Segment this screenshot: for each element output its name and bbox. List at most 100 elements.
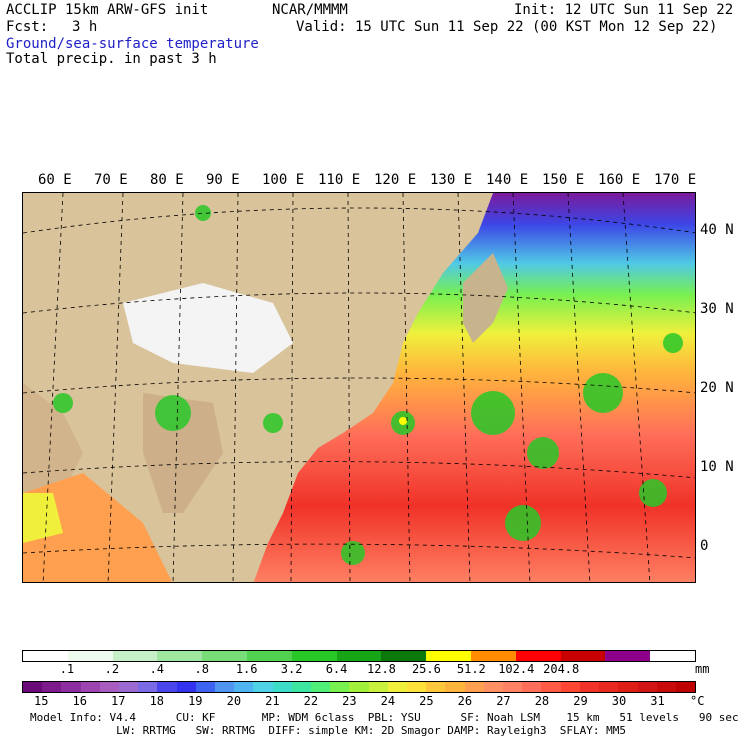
- longitude-label: 120 E: [374, 172, 417, 188]
- colorbar-cell: [426, 651, 471, 661]
- colorbar-cell: [195, 682, 216, 692]
- colorbar-tick-label: 22: [303, 694, 319, 708]
- colorbar-cell: [119, 682, 139, 692]
- colorbar-tick-label: 27: [496, 694, 511, 708]
- colorbar-cell: [157, 682, 177, 692]
- latitude-label: 40 N: [700, 222, 734, 238]
- colorbar-cell: [23, 682, 43, 692]
- colorbar-cell: [330, 682, 350, 692]
- colorbar-cell: [637, 682, 657, 692]
- colorbar-cell: [381, 651, 427, 661]
- longitude-label: 70 E: [94, 172, 128, 188]
- indian-ocean: [23, 473, 173, 582]
- latitude-label: 20 N: [700, 380, 734, 396]
- colorbar-cell: [618, 682, 638, 692]
- longitude-label: 140 E: [486, 172, 529, 188]
- colorbar-cell: [202, 651, 247, 661]
- colorbar-cell: [291, 651, 337, 661]
- colorbar-cell: [650, 651, 695, 661]
- colorbar-cell: [560, 682, 580, 692]
- colorbar-cell: [483, 682, 504, 692]
- colorbar-cell: [138, 682, 158, 692]
- colorbar-cell: [599, 682, 619, 692]
- colorbar-cell: [80, 682, 100, 692]
- colorbar-cell: [605, 651, 651, 661]
- colorbar-cell: [579, 682, 600, 692]
- longitude-label: 110 E: [318, 172, 361, 188]
- colorbar-tick-label: 30: [611, 694, 627, 708]
- colorbar-cell: [336, 651, 382, 661]
- colorbar-cell: [215, 682, 235, 692]
- colorbar-cell: [311, 682, 331, 692]
- typhoon-core: [399, 417, 407, 425]
- colorbar-cell: [272, 682, 292, 692]
- colorbar-cell: [541, 682, 561, 692]
- longitude-label: 130 E: [430, 172, 473, 188]
- weather-map: [22, 192, 696, 583]
- colorbar-cell: [464, 682, 484, 692]
- field-precip: Total precip. in past 3 h: [6, 51, 217, 67]
- organization-label: NCAR/MMMM: [272, 2, 348, 18]
- colorbar-cell: [42, 682, 62, 692]
- colorbar-cell: [253, 682, 273, 692]
- colorbar-tick-label: 20: [226, 694, 242, 708]
- colorbar-tick-label: 21: [265, 694, 280, 708]
- colorbar-cell: [656, 682, 676, 692]
- colorbar-cell: [515, 651, 561, 661]
- longitude-label: 80 E: [150, 172, 184, 188]
- colorbar-cell: [176, 682, 196, 692]
- colorbar-tick-label: 25: [419, 694, 434, 708]
- temperature-unit: °C: [690, 694, 705, 708]
- colorbar-cell: [470, 651, 516, 661]
- model-info-line2: LW: RRTMG SW: RRTMG DIFF: simple KM: 2D …: [30, 724, 627, 737]
- colorbar-cell: [67, 651, 113, 661]
- colorbar-tick-label: 26: [457, 694, 473, 708]
- colorbar-tick-label: 16: [72, 694, 87, 708]
- colorbar-cell: [246, 651, 292, 661]
- colorbar-cell: [291, 682, 312, 692]
- colorbar-tick-label: 31: [650, 694, 665, 708]
- latitude-label: 30 N: [700, 301, 734, 317]
- colorbar-tick-label: 17: [111, 694, 126, 708]
- colorbar-cell: [387, 682, 408, 692]
- colorbar-tick-label: .8: [194, 662, 209, 676]
- longitude-label: 60 E: [38, 172, 72, 188]
- colorbar-tick-label: 28: [534, 694, 550, 708]
- colorbar-cell: [407, 682, 427, 692]
- graticule: [23, 193, 695, 582]
- colorbar-tick-label: .4: [149, 662, 165, 676]
- colorbar-cell: [61, 682, 81, 692]
- longitude-label: 170 E: [654, 172, 697, 188]
- japan-landmass: [463, 253, 508, 343]
- precip-colorbar: [22, 650, 696, 662]
- colorbar-tick-label: 102.4: [498, 662, 535, 676]
- colorbar-tick-label: 3.2: [280, 662, 303, 676]
- colorbar-tick-label: 204.8: [543, 662, 580, 676]
- longitude-label: 100 E: [262, 172, 305, 188]
- map-canvas: [23, 193, 695, 582]
- colorbar-tick-label: 18: [149, 694, 165, 708]
- forecast-label: Fcst:: [6, 19, 49, 35]
- colorbar-tick-label: 23: [342, 694, 357, 708]
- colorbar-cell: [426, 682, 446, 692]
- colorbar-cell: [675, 682, 696, 692]
- model-info-line1: Model Info: V4.4 CU: KF MP: WDM 6class P…: [30, 711, 739, 724]
- colorbar-tick-label: 1.6: [235, 662, 258, 676]
- colorbar-cell: [112, 651, 158, 661]
- precip-unit: mm: [695, 662, 710, 676]
- colorbar-cell: [560, 651, 606, 661]
- colorbar-cell: [368, 682, 388, 692]
- colorbar-cell: [522, 682, 542, 692]
- colorbar-cell: [99, 682, 120, 692]
- colorbar-cell: [503, 682, 523, 692]
- latitude-label: 0: [700, 538, 709, 554]
- longitude-label: 150 E: [542, 172, 585, 188]
- colorbar-tick-label: 51.2: [456, 662, 486, 676]
- asia-landmass: [23, 193, 493, 582]
- temperature-colorbar: [22, 681, 696, 693]
- precip-patches: [53, 205, 683, 565]
- field-ground-temp: Ground/sea-surface temperature: [6, 36, 259, 52]
- colorbar-tick-label: 29: [573, 694, 588, 708]
- colorbar-tick-label: 25.6: [411, 662, 441, 676]
- longitude-label: 90 E: [206, 172, 240, 188]
